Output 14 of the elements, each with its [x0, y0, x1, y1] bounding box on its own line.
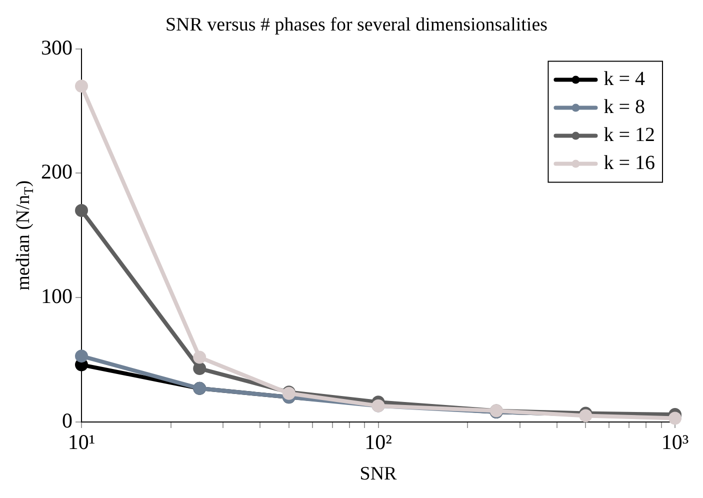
- x-tick-label: 10¹: [68, 430, 96, 454]
- x-tick-label: 10²: [364, 430, 392, 454]
- x-axis-title: SNR: [360, 464, 398, 485]
- y-tick-label: 100: [41, 284, 72, 308]
- legend-label: k = 8: [604, 96, 645, 118]
- legend-label: k = 4: [604, 68, 645, 90]
- y-tick-label: 300: [41, 35, 72, 60]
- y-tick-label: 200: [41, 160, 72, 184]
- x-tick-label: 10³: [661, 430, 689, 454]
- y-axis-title: median (N/nT): [12, 180, 36, 290]
- y-tick-label: 0: [62, 408, 72, 433]
- legend-label: k = 12: [604, 124, 655, 146]
- chart-title: SNR versus # phases for several dimensionsalities: [165, 14, 548, 36]
- legend-label: k = 16: [604, 152, 655, 174]
